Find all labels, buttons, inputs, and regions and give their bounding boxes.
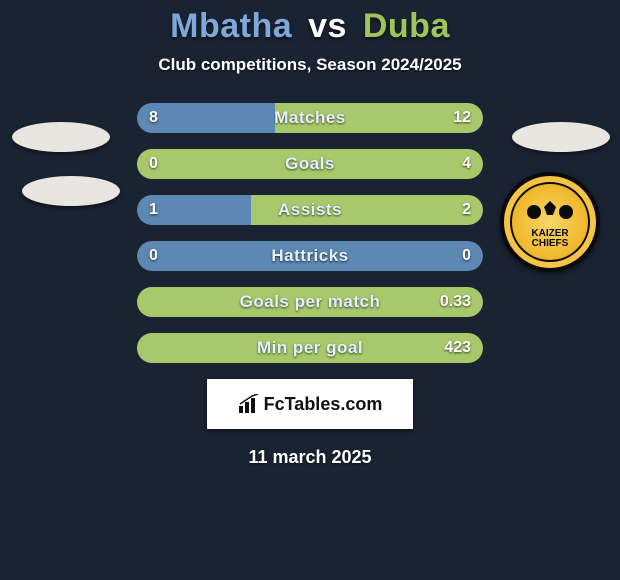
stat-row: 812Matches [137, 103, 483, 133]
player2-avatar-shape1 [512, 122, 610, 152]
crest-text-bottom: CHIEFS [532, 239, 569, 249]
stat-label: Matches [137, 103, 483, 133]
crest-inner: KAIZER CHIEFS [510, 182, 590, 262]
brand-text: FcTables.com [264, 394, 383, 415]
player1-avatar-shape2 [22, 176, 120, 206]
brand-box: FcTables.com [207, 379, 413, 429]
stat-label: Hattricks [137, 241, 483, 271]
player2-name: Duba [363, 7, 450, 45]
player2-club-crest: KAIZER CHIEFS [500, 172, 600, 272]
stat-row: 423Min per goal [137, 333, 483, 363]
stat-row: 04Goals [137, 149, 483, 179]
comparison-card: Mbatha vs Duba Club competitions, Season… [0, 0, 620, 580]
crest-ball-icon [520, 195, 580, 229]
stat-label: Min per goal [137, 333, 483, 363]
stat-row: 12Assists [137, 195, 483, 225]
subtitle: Club competitions, Season 2024/2025 [0, 55, 620, 75]
stat-label: Goals [137, 149, 483, 179]
player1-name: Mbatha [170, 7, 292, 45]
stat-label: Assists [137, 195, 483, 225]
brand-icon [238, 394, 260, 414]
page-title: Mbatha vs Duba [0, 8, 620, 45]
stat-row: 00Hattricks [137, 241, 483, 271]
date-label: 11 march 2025 [0, 447, 620, 468]
stat-label: Goals per match [137, 287, 483, 317]
stat-row: 0.33Goals per match [137, 287, 483, 317]
player1-avatar-shape1 [12, 122, 110, 152]
stats-panel: 812Matches 04Goals 12Assists 00Hattricks 0.3… [137, 103, 483, 363]
vs-label: vs [308, 7, 347, 45]
